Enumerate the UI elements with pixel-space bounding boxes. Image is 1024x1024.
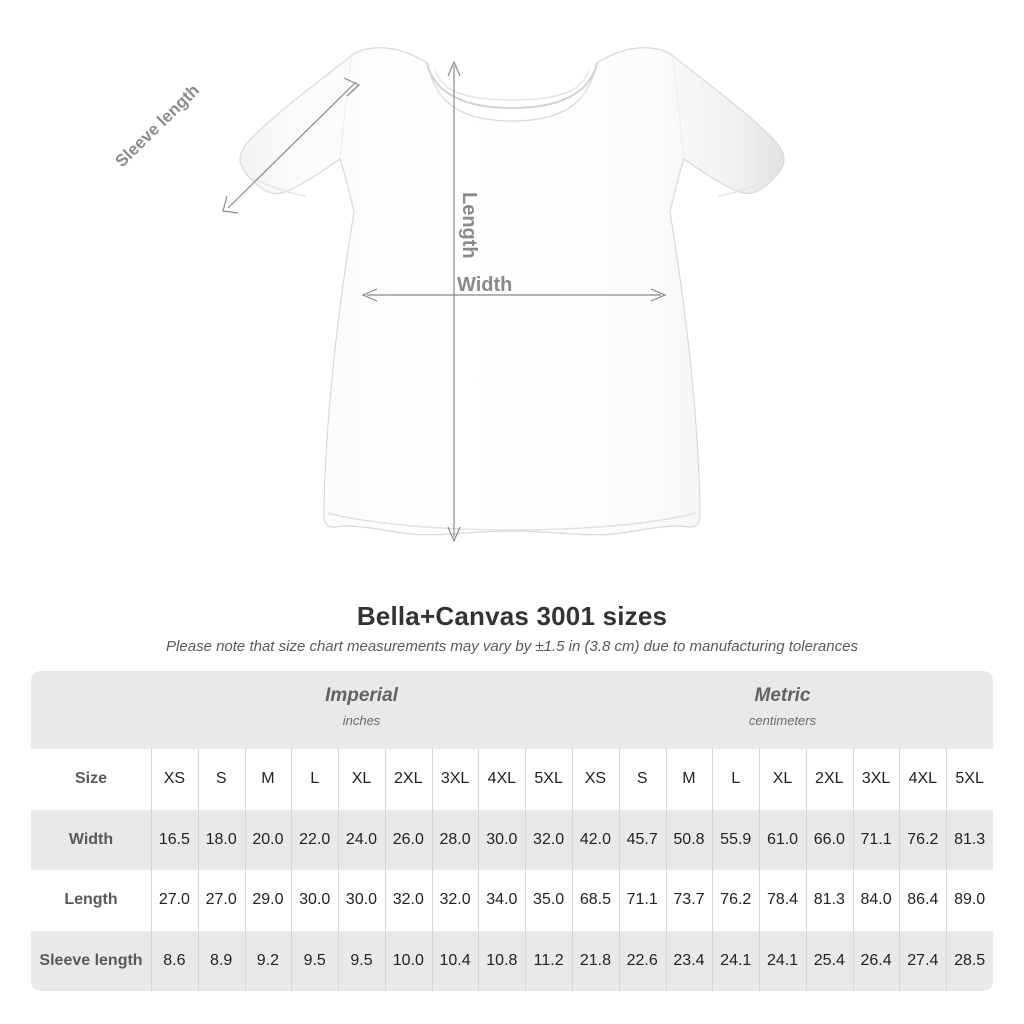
svg-text:Width: Width bbox=[457, 274, 512, 296]
svg-text:Length: Length bbox=[458, 192, 480, 259]
svg-text:Sleeve length: Sleeve length bbox=[112, 81, 204, 171]
